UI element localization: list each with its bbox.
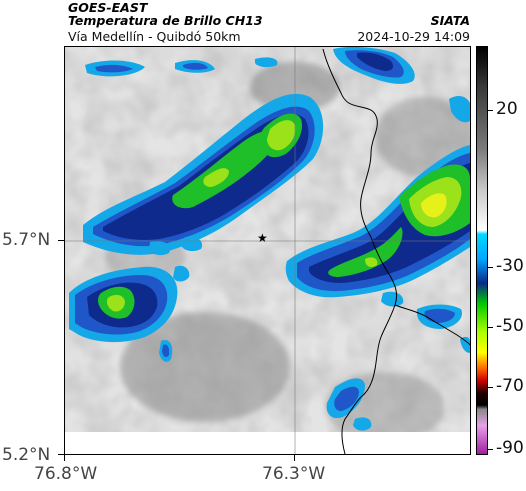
region-subtitle: Vía Medellín - Quibdó 50km (68, 29, 241, 44)
lon-tick-76.8 (64, 455, 65, 461)
colorbar-tick-m30 (488, 267, 493, 268)
colorbar-tick-m90 (488, 449, 493, 450)
star-icon: ★ (257, 231, 268, 245)
lat-label-5.7: 5.7°N (2, 230, 51, 250)
colorbar-label-m50: -50 (496, 316, 524, 336)
lat-tick-5.7 (58, 240, 64, 241)
product-title: Temperatura de Brillo CH13 (68, 13, 263, 28)
colorbar-label-m70: -70 (496, 376, 524, 396)
timestamp-label: 2024-10-29 14:09 (357, 29, 470, 44)
colorbar-tick-m50 (488, 327, 493, 328)
satellite-map[interactable]: ★ (64, 46, 471, 455)
colorbar-tick-20 (488, 110, 493, 111)
brightness-temperature-field (65, 47, 470, 454)
lat-label-5.2: 5.2°N (2, 445, 51, 465)
lon-tick-76.3 (294, 455, 295, 461)
lat-tick-5.2 (58, 454, 64, 455)
satellite-title: GOES-EAST (68, 0, 148, 15)
colorbar-label-20: 20 (496, 99, 518, 119)
source-label: SIATA (430, 13, 470, 28)
lon-label-76.8: 76.8°W (34, 464, 98, 484)
lon-label-76.3: 76.3°W (262, 464, 326, 484)
colorbar-tick-m70 (488, 387, 493, 388)
temperature-colorbar (476, 46, 488, 455)
colorbar-label-m90: -90 (496, 438, 524, 458)
colorbar-label-m30: -30 (496, 256, 524, 276)
